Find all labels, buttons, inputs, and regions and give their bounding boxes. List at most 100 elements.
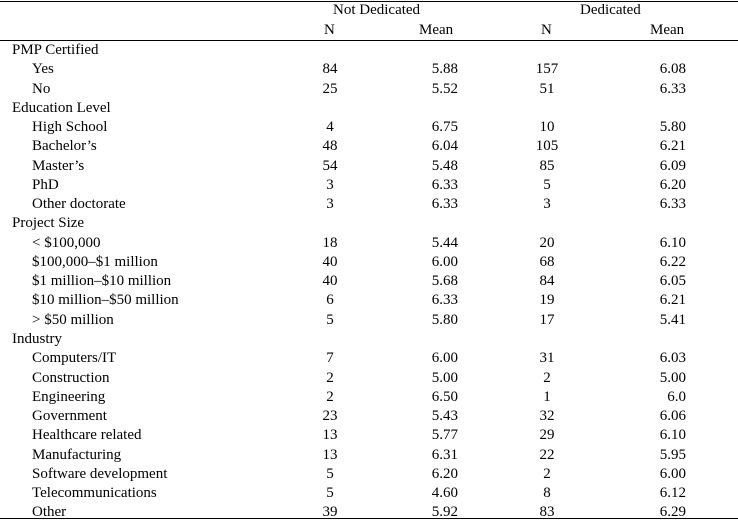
mean-not-dedicated-cell: 6.31 [431, 446, 458, 463]
mean-not-dedicated-cell: 6.33 [431, 196, 458, 213]
n-not-dedicated-cell: 39 [322, 504, 338, 521]
n-dedicated-cell: 3 [543, 196, 551, 213]
row-label: Other doctorate [32, 196, 126, 213]
table-row: $10 million–$50 million 6 6.33 19 6.21 [0, 291, 738, 310]
n-not-dedicated-cell: 48 [322, 138, 338, 155]
table-row: High School 4 6.75 10 5.80 [0, 118, 738, 137]
row-label: Software development [32, 465, 168, 482]
mean-dedicated-cell: 6.00 [659, 465, 686, 482]
n-dedicated-cell: 8 [543, 485, 551, 502]
mean-dedicated-cell: 6.33 [659, 196, 686, 213]
mean-dedicated-cell: 6.06 [659, 408, 686, 425]
table-row: Construction 2 5.00 2 5.00 [0, 369, 738, 388]
n-dedicated-cell: 10 [539, 119, 555, 136]
mean-dedicated-cell: 6.21 [659, 292, 686, 309]
mean-not-dedicated-cell: 5.80 [431, 311, 458, 328]
n-dedicated-cell: 29 [539, 427, 555, 444]
n-dedicated-cell: 85 [539, 157, 555, 174]
header-mean-not-dedicated: Mean [419, 22, 454, 38]
row-label: $100,000–$1 million [32, 253, 158, 270]
mean-not-dedicated-cell: 4.60 [431, 485, 458, 502]
row-label: Healthcare related [32, 427, 142, 444]
n-dedicated-cell: 17 [539, 311, 555, 328]
table-row: Yes 84 5.88 157 6.08 [0, 60, 738, 79]
mean-dedicated-cell: 6.21 [659, 138, 686, 155]
table-row: Bachelor’s 48 6.04 105 6.21 [0, 137, 738, 156]
n-dedicated-cell: 5 [543, 176, 551, 193]
n-dedicated-cell: 2 [543, 369, 551, 386]
n-not-dedicated-cell: 40 [322, 253, 338, 270]
row-label: Telecommunications [32, 485, 157, 502]
mean-not-dedicated-cell: 5.52 [431, 80, 458, 97]
table-row: < $100,000 18 5.44 20 6.10 [0, 234, 738, 253]
table-row: Software development 5 6.20 2 6.00 [0, 465, 738, 484]
n-not-dedicated-cell: 25 [322, 80, 338, 97]
mean-dedicated-cell: 6.20 [659, 176, 686, 193]
table-row: PhD 3 6.33 5 6.20 [0, 176, 738, 195]
n-not-dedicated-cell: 40 [322, 273, 338, 290]
mean-not-dedicated-cell: 6.20 [431, 465, 458, 482]
table-row: Computers/IT 7 6.00 31 6.03 [0, 349, 738, 368]
n-not-dedicated-cell: 18 [322, 234, 338, 251]
row-label: Yes [32, 61, 54, 78]
mean-not-dedicated-cell: 5.48 [431, 157, 458, 174]
mean-dedicated-cell: 5.00 [659, 369, 686, 386]
mean-not-dedicated-cell: 5.43 [431, 408, 458, 425]
mean-not-dedicated-cell: 5.92 [431, 504, 458, 521]
row-label: Computers/IT [32, 350, 117, 367]
section-header-row: PMP Certified [0, 41, 738, 60]
row-label: High School [32, 119, 108, 136]
n-not-dedicated-cell: 5 [326, 311, 334, 328]
table-top-rule [0, 1, 738, 2]
n-not-dedicated-cell: 5 [326, 485, 334, 502]
mean-dedicated-cell: 6.10 [659, 234, 686, 251]
section-label: PMP Certified [12, 42, 99, 58]
table-body: PMP Certified Yes 84 5.88 157 6.08 No 25 5.52 51 6… [0, 41, 738, 523]
section-label: Industry [12, 330, 62, 347]
n-dedicated-cell: 83 [539, 504, 555, 521]
table-row: > $50 million 5 5.80 17 5.41 [0, 311, 738, 330]
mean-dedicated-cell: 6.09 [659, 157, 686, 174]
mean-not-dedicated-cell: 6.75 [431, 119, 458, 136]
row-label: Other [32, 504, 67, 521]
table-row: Master’s 54 5.48 85 6.09 [0, 157, 738, 176]
row-label: $10 million–$50 million [32, 292, 179, 309]
table-row: $1 million–$10 million 40 5.68 84 6.05 [0, 272, 738, 291]
mean-dedicated-cell: 6.29 [659, 504, 686, 521]
row-label: > $50 million [32, 311, 114, 328]
n-not-dedicated-cell: 2 [326, 388, 334, 405]
n-dedicated-cell: 1 [543, 388, 551, 405]
table-row: Manufacturing 13 6.31 22 5.95 [0, 446, 738, 465]
mean-dedicated-cell: 6.10 [659, 427, 686, 444]
table-row: Government 23 5.43 32 6.06 [0, 407, 738, 426]
header-n-not-dedicated: N [324, 22, 335, 38]
n-dedicated-cell: 51 [539, 80, 555, 97]
table-bottom-rule [0, 518, 738, 519]
header-mean-dedicated: Mean [650, 22, 685, 38]
mean-not-dedicated-cell: 5.44 [431, 234, 458, 251]
mean-not-dedicated-cell: 6.50 [431, 388, 458, 405]
section-header-row: Project Size [0, 214, 738, 233]
mean-dedicated-cell: 5.41 [659, 311, 686, 328]
row-label: Bachelor’s [32, 138, 97, 155]
header-dedicated: Dedicated [580, 2, 641, 18]
n-dedicated-cell: 105 [535, 138, 559, 155]
table-row: Engineering 2 6.50 1 6.0 [0, 388, 738, 407]
n-dedicated-cell: 157 [535, 61, 559, 78]
mean-not-dedicated-cell: 5.68 [431, 273, 458, 290]
mean-dedicated-cell: 6.22 [659, 253, 686, 270]
mean-not-dedicated-cell: 6.33 [431, 292, 458, 309]
n-dedicated-cell: 2 [543, 465, 551, 482]
n-not-dedicated-cell: 5 [326, 465, 334, 482]
mean-not-dedicated-cell: 6.04 [431, 138, 458, 155]
n-not-dedicated-cell: 2 [326, 369, 334, 386]
n-dedicated-cell: 68 [539, 253, 555, 270]
n-dedicated-cell: 20 [539, 234, 555, 251]
mean-dedicated-cell: 5.80 [659, 119, 686, 136]
n-not-dedicated-cell: 84 [322, 61, 338, 78]
row-label: Manufacturing [32, 446, 122, 463]
n-not-dedicated-cell: 3 [326, 176, 334, 193]
section-label: Education Level [12, 99, 111, 116]
n-not-dedicated-cell: 13 [322, 446, 338, 463]
mean-not-dedicated-cell: 5.77 [431, 427, 458, 444]
